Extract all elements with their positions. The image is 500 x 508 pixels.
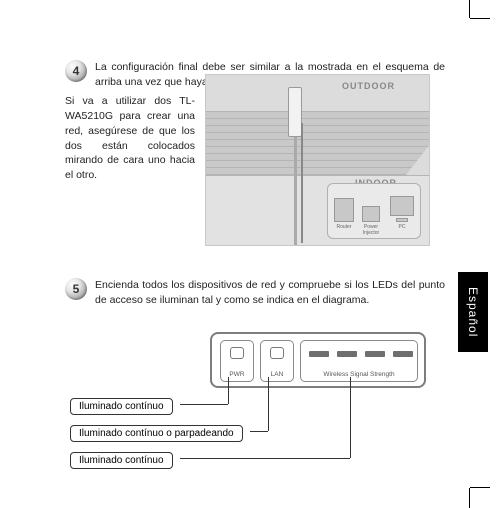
poe-label: Power Injector <box>358 224 384 236</box>
language-tab: Español <box>458 272 488 352</box>
crop-mark <box>470 487 490 488</box>
ethernet-cable <box>301 123 303 243</box>
signal-bar-4 <box>393 351 413 357</box>
step-number-badge: 5 <box>65 278 87 300</box>
signal-bar-1 <box>309 351 329 357</box>
step-number: 4 <box>73 64 80 78</box>
pc-label: PC <box>390 224 414 230</box>
led-section-pwr: PWR <box>220 340 254 382</box>
callout-lan: Iluminado contínuo o parpadeando <box>70 425 243 442</box>
router-label: Router <box>332 224 356 230</box>
language-tab-label: Español <box>466 287 480 337</box>
leader-line <box>180 458 350 459</box>
router-icon <box>334 198 354 222</box>
callout-text: Iluminado contínuo <box>79 455 164 466</box>
indoor-devices-group: Router Power Injector PC <box>327 183 421 239</box>
leader-line <box>180 404 228 405</box>
leader-line <box>250 431 268 432</box>
outdoor-antenna <box>288 87 302 137</box>
crop-mark <box>470 18 490 19</box>
lan-led-icon <box>270 347 284 359</box>
leader-line <box>228 377 229 404</box>
label-outdoor: OUTDOOR <box>342 81 395 91</box>
step4-para2: Si va a utilizar dos TL-WA5210G para cre… <box>65 94 195 182</box>
led-section-wss: Wireless Signal Strength <box>300 340 418 382</box>
led-panel-diagram: PWR LAN Wireless Signal Strength <box>210 332 426 388</box>
antenna-pole <box>294 137 297 245</box>
led-section-lan: LAN <box>260 340 294 382</box>
pwr-caption: PWR <box>221 371 253 378</box>
step5-text: Encienda todos los dispositivos de red y… <box>95 278 445 308</box>
callout-text: Iluminado contínuo o parpadeando <box>79 428 234 439</box>
poe-injector-icon <box>362 206 380 222</box>
crop-mark <box>469 0 470 18</box>
callout-wss: Iluminado contínuo <box>70 452 173 469</box>
callout-text: Iluminado contínuo <box>79 401 164 412</box>
step-number: 5 <box>73 282 80 296</box>
pc-base-icon <box>396 218 408 222</box>
signal-bar-2 <box>337 351 357 357</box>
callout-pwr: Iluminado contínuo <box>70 398 173 415</box>
step-5: 5 Encienda todos los dispositivos de red… <box>65 278 445 308</box>
step-number-badge: 4 <box>65 60 87 82</box>
leader-line <box>268 377 269 431</box>
signal-bar-3 <box>365 351 385 357</box>
installation-diagram: OUTDOOR INDOOR Router Power Injector PC <box>205 74 430 246</box>
wss-caption: Wireless Signal Strength <box>301 371 417 378</box>
crop-mark <box>469 488 470 508</box>
pc-monitor-icon <box>390 196 414 216</box>
leader-line <box>350 377 351 458</box>
pwr-led-icon <box>230 347 244 359</box>
lan-caption: LAN <box>261 371 293 378</box>
